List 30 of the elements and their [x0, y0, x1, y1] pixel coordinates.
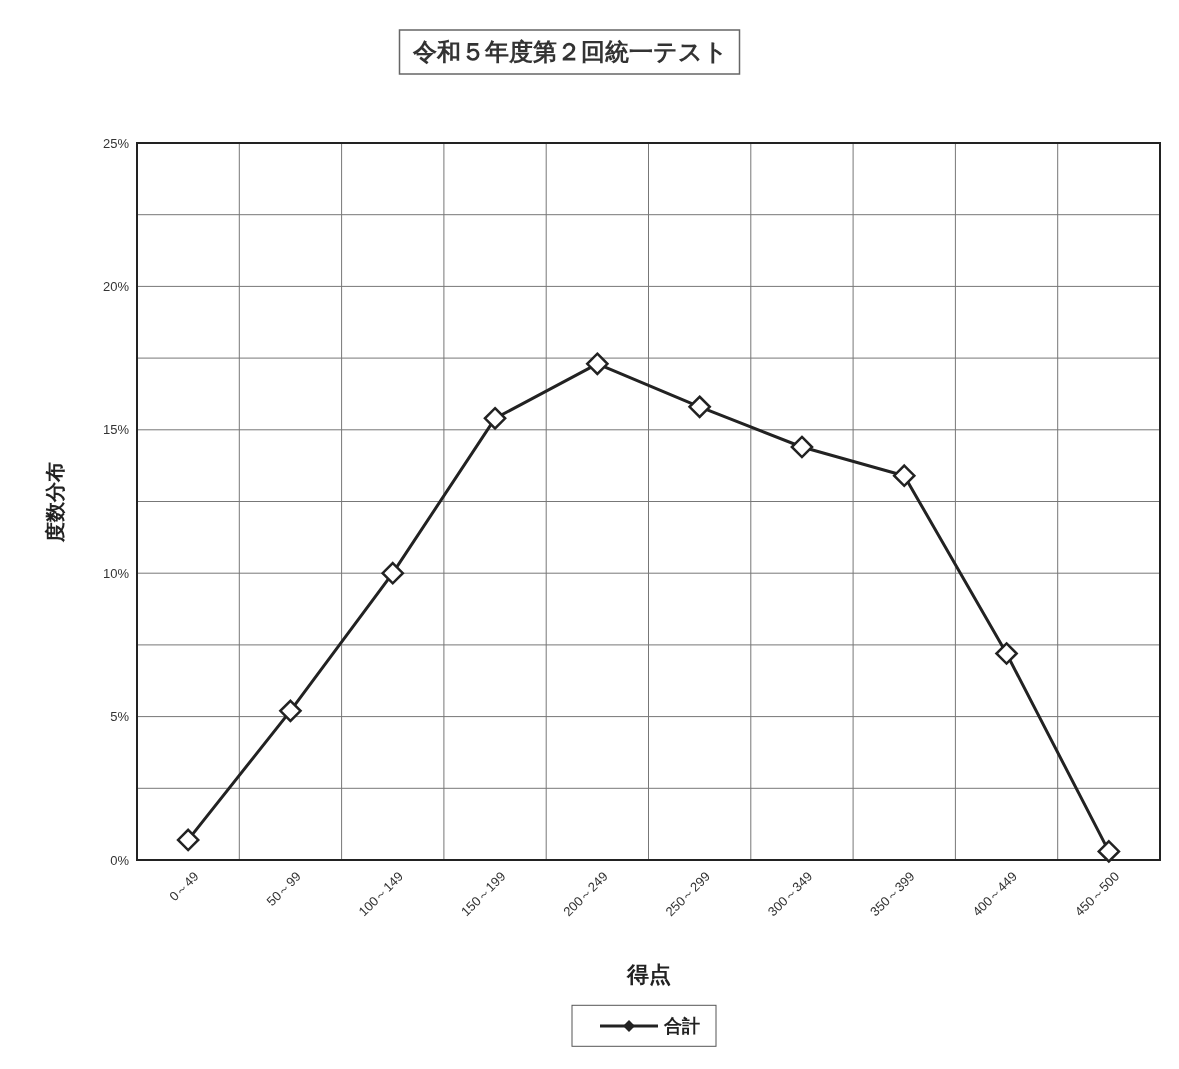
- y-tick-label: 0%: [110, 852, 130, 868]
- point: [586, 352, 609, 376]
- y-tick-label: 25%: [102, 135, 130, 151]
- x-tick-label: 400～449: [969, 868, 1020, 920]
- x-tick-label: 300～349: [764, 868, 816, 920]
- y-tick-label: 5%: [110, 709, 130, 725]
- y-tick-label: 10%: [102, 565, 130, 581]
- x-axis-title: 得点: [625, 962, 671, 987]
- point: [381, 561, 405, 585]
- x-tick-label: 150～199: [457, 868, 509, 920]
- x-tick-label: 200～249: [560, 868, 611, 920]
- point: [892, 464, 916, 488]
- x-tick-label: 100～149: [355, 868, 407, 920]
- x-tick-label: 250～299: [662, 868, 713, 920]
- x-tick-label: 0～49: [166, 868, 202, 904]
- y-tick-label: 15%: [102, 422, 130, 438]
- point: [1097, 840, 1121, 863]
- x-tick-label: 350～399: [867, 868, 918, 920]
- point: [176, 828, 200, 852]
- point: [279, 699, 302, 723]
- x-tick-label: 450～500: [1071, 868, 1123, 920]
- y-tick-label: 20%: [102, 279, 130, 295]
- point: [995, 642, 1018, 665]
- x-tick-label: 50～99: [263, 868, 304, 909]
- point: [483, 406, 507, 430]
- point: [790, 435, 814, 459]
- point: [688, 395, 711, 419]
- chart-title: 令和５年度第２回統一テスト: [411, 38, 728, 66]
- y-axis-title: 度数分布: [43, 461, 67, 543]
- legend-label: 合計: [663, 1015, 700, 1037]
